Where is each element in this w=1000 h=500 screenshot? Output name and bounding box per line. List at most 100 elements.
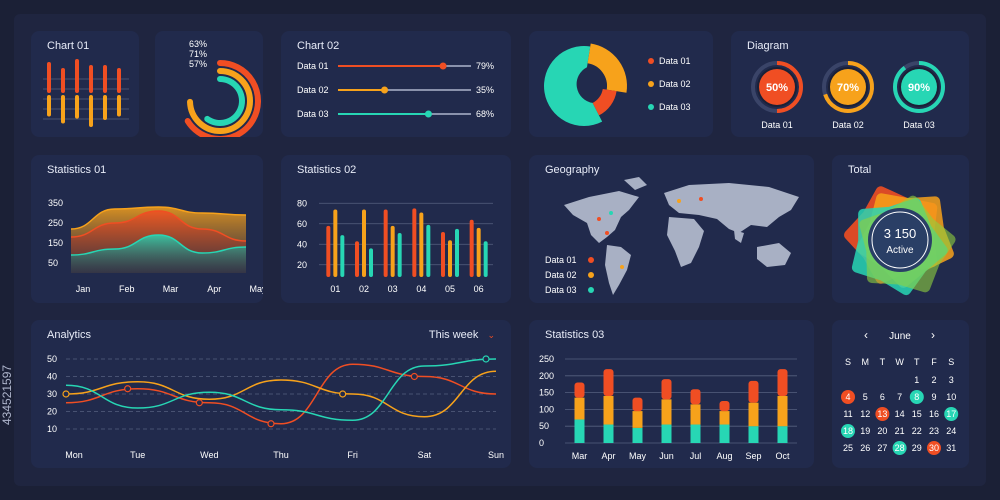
x-tick: Mon: [65, 450, 83, 460]
line-marker: [124, 385, 132, 393]
calendar-day: 10: [946, 392, 956, 402]
geo-svg: Data 01 Data 02 Data 03: [545, 177, 799, 295]
line-series: [70, 206, 247, 230]
calendar-day: 26: [860, 443, 870, 453]
diagram-core: [759, 69, 795, 105]
calendar-day: 13: [877, 409, 887, 419]
stock-id-text-svg: 434521597: [2, 365, 12, 425]
total-label: Active: [886, 245, 914, 256]
chevron-down-icon: ⌄: [487, 330, 495, 340]
chart02-knob: [439, 62, 447, 70]
map-marker: [597, 217, 601, 221]
line-marker: [482, 355, 490, 363]
chart02-knob: [424, 110, 432, 118]
x-tick: Oct: [775, 451, 790, 461]
calendar-day: 20: [877, 426, 887, 436]
stacked-bar: [748, 402, 759, 427]
stat01-title: Statistics 01: [47, 164, 107, 176]
map-marker: [677, 199, 681, 203]
line-marker: [267, 420, 275, 428]
legend-label: Data 02: [659, 79, 691, 89]
donut-slice: [586, 43, 627, 93]
calendar-day-highlight: [875, 407, 890, 421]
calendar-day-highlight: [944, 407, 959, 421]
donut-svg: Data 01 Data 02 Data 03: [544, 43, 691, 127]
calendar-day: 25: [843, 443, 853, 453]
geo-panel: Geography Data 01 Data 02 Data 03: [529, 155, 814, 303]
legend-label: Data 03: [545, 285, 577, 295]
y-tick: 200: [539, 371, 554, 381]
calendar-day: 5: [863, 392, 868, 402]
legend-label: Data 03: [659, 102, 691, 112]
y-tick: 250: [539, 354, 554, 364]
x-tick: Sun: [488, 450, 504, 460]
legend-dot: [588, 257, 594, 263]
y-tick: 50: [48, 258, 58, 268]
x-tick: 04: [416, 284, 426, 294]
calendar-day: 8: [914, 392, 919, 402]
stacked-bar: [719, 424, 730, 443]
diagram-name: Data 02: [832, 120, 864, 130]
chart01-svg: [43, 59, 129, 127]
calendar-prev-icon: ‹: [864, 328, 868, 342]
y-tick: 250: [48, 218, 63, 228]
y-tick: 20: [47, 407, 57, 417]
calendar-day: 18: [843, 426, 853, 436]
chart02-item-label: Data 02: [297, 85, 329, 95]
stacked-bar: [574, 419, 585, 443]
y-tick: 50: [539, 421, 549, 431]
x-tick: Feb: [119, 284, 135, 294]
y-tick: 100: [539, 404, 554, 414]
chart02-value: 68%: [476, 109, 494, 119]
legend-dot: [588, 287, 594, 293]
x-tick: 03: [388, 284, 398, 294]
y-tick: 40: [297, 239, 307, 249]
legend-label: Data 01: [659, 56, 691, 66]
calendar-weekday: S: [845, 357, 851, 367]
continent-shape: [605, 245, 631, 295]
chart02-item-label: Data 03: [297, 109, 329, 119]
x-tick: 02: [359, 284, 369, 294]
chart02-value: 79%: [476, 61, 494, 71]
legend-label: Data 01: [545, 255, 577, 265]
geo-title: Geography: [545, 164, 600, 176]
ring-arc: [187, 68, 253, 134]
calendar-day-highlight: [841, 390, 855, 404]
stacked-bar: [661, 379, 672, 400]
line-marker: [195, 399, 203, 407]
total-value: 3 150: [884, 226, 917, 241]
calendar-day: 24: [946, 426, 956, 436]
calendar-day: 23: [929, 426, 939, 436]
continent-shape: [734, 230, 744, 243]
calendar-day: 15: [912, 409, 922, 419]
continent-shape: [757, 243, 791, 267]
calendar-day: 19: [860, 426, 870, 436]
analytics-svg: 50 40 30 20 10 Mon Tue Wed Thu Fri Sat Sun: [47, 354, 504, 460]
stacked-bar: [748, 380, 759, 403]
calendar-day: 21: [895, 426, 905, 436]
analytics-filter-dropdown[interactable]: This week ⌄: [429, 329, 495, 341]
diagram-svg: 50% Data 01 70% Data 02 90% Data 03: [751, 61, 945, 130]
ring-label: 71%: [189, 49, 207, 59]
continent-shape: [664, 183, 799, 233]
diagram-arc: [893, 61, 945, 113]
line-series: [65, 363, 497, 425]
y-tick: 150: [48, 238, 63, 248]
analytics-filter-label: This week: [428, 329, 479, 341]
legend-dot: [648, 58, 654, 64]
map-marker: [609, 211, 613, 215]
rings-panel: 63% 71% 57%: [155, 31, 263, 137]
x-tick: Sat: [418, 450, 432, 460]
y-tick: 50: [47, 354, 57, 364]
stat01-svg: 350 250 150 50 Jan Feb Mar Apr May: [48, 198, 263, 294]
stacked-bar: [690, 404, 701, 425]
diagram-panel: Diagram 50% Data 01 70% Data 02 90% Data 03: [731, 31, 969, 137]
calendar-day: 17: [946, 409, 956, 419]
x-tick: Apr: [207, 284, 221, 294]
calendar-day: 7: [897, 392, 902, 402]
x-tick: 06: [474, 284, 484, 294]
total-svg: 3 150 Active: [844, 186, 956, 296]
total-title: Total: [848, 164, 872, 176]
stacked-bar: [777, 369, 788, 396]
